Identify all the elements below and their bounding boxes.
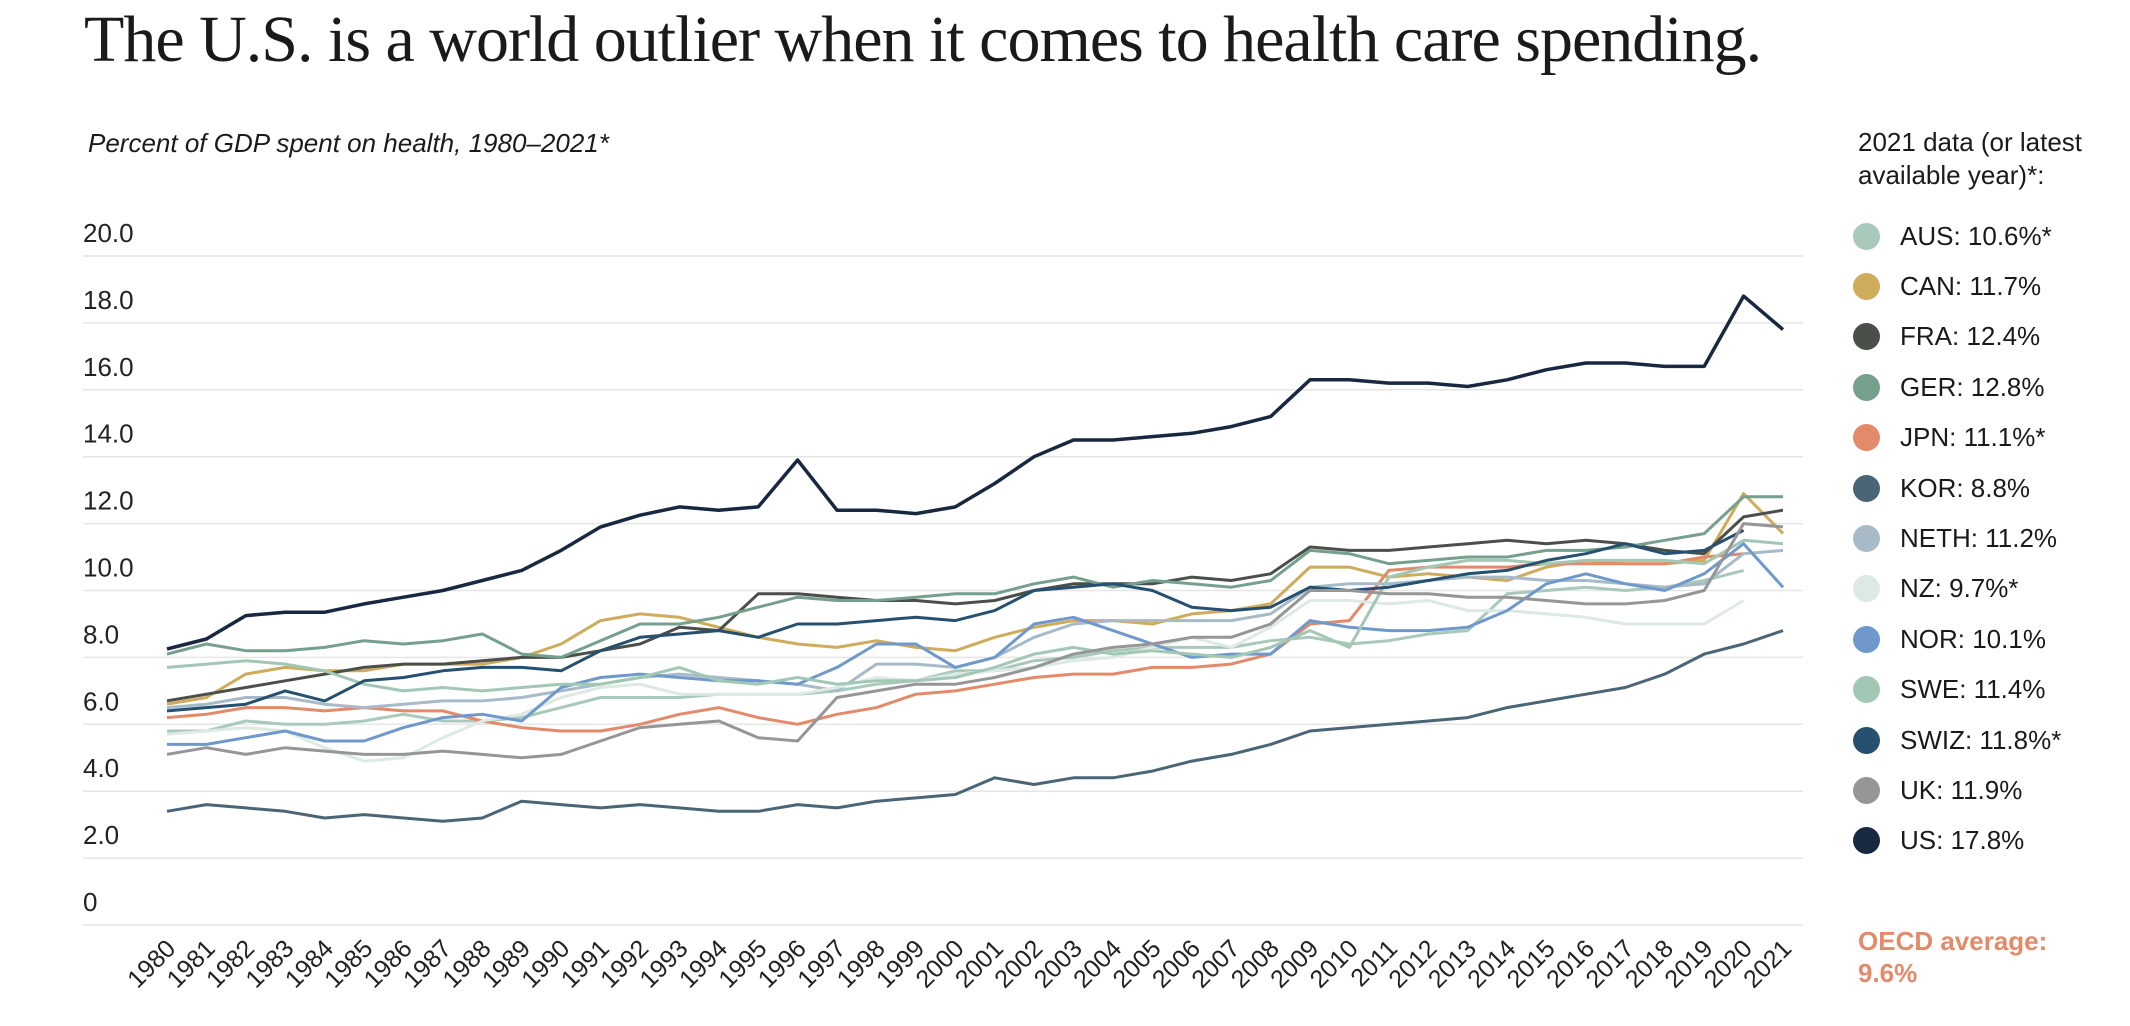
- legend-label: NETH: 11.2%: [1900, 522, 2058, 553]
- series-line-us: [166, 294, 1785, 651]
- legend-swatch-icon: [1853, 323, 1880, 351]
- legend-label: US: 17.8%: [1900, 825, 2025, 856]
- legend-item-jpn: JPN: 11.1%*: [1840, 413, 2045, 463]
- legend-label: NZ: 9.7%*: [1900, 573, 2019, 604]
- legend-item-uk: UK: 11.9%: [1840, 765, 2022, 815]
- legend-swatch-icon: [1853, 424, 1880, 452]
- x-tick-label: 2021: [1738, 934, 1797, 993]
- legend-item-nz: NZ: 9.7%*: [1840, 564, 2019, 614]
- y-tick-label: 18.0: [83, 285, 134, 315]
- legend-item-neth: NETH: 11.2%: [1840, 513, 2057, 563]
- legend-label: CAN: 11.7%: [1900, 270, 2042, 301]
- y-tick-label: 2.0: [83, 820, 119, 850]
- series-line-ger: [166, 495, 1783, 659]
- legend-title: 2021 data (or latest available year)*:: [1858, 127, 2083, 190]
- series-line-kor: [166, 629, 1784, 823]
- y-tick-label: 16.0: [83, 352, 134, 382]
- oecd-average-value: 9.6%: [1858, 958, 1918, 988]
- legend-label: SWIZ: 11.8%*: [1900, 724, 2062, 755]
- oecd-average-annotation: OECD average: 9.6%: [1858, 925, 2047, 989]
- legend-swatch-icon: [1853, 373, 1880, 401]
- legend-swatch-icon: [1853, 222, 1880, 250]
- series-line-nz: [166, 599, 1745, 763]
- chart-subtitle: Percent of GDP spent on health, 1980–202…: [88, 128, 609, 158]
- legend-item-nor: NOR: 10.1%: [1840, 614, 2046, 664]
- legend-item-fra: FRA: 12.4%: [1840, 312, 2040, 362]
- series-line-fra: [166, 508, 1784, 703]
- legend-label: GER: 12.8%: [1900, 371, 2045, 402]
- oecd-average-label: OECD average:: [1858, 926, 2048, 956]
- legend-swatch-icon: [1853, 625, 1880, 653]
- legend-label: NOR: 10.1%: [1900, 623, 2046, 654]
- legend-swatch-icon: [1853, 726, 1880, 754]
- series-line-jpn: [166, 552, 1744, 733]
- y-tick-label: 14.0: [83, 419, 134, 449]
- y-tick-label: 20.0: [83, 218, 134, 248]
- y-tick-label: 0: [83, 887, 97, 917]
- y-tick-label: 8.0: [83, 619, 119, 649]
- legend-label: JPN: 11.1%*: [1900, 422, 2046, 453]
- y-tick-label: 12.0: [83, 486, 134, 516]
- series-line-uk: [166, 522, 1784, 760]
- legend-swatch-icon: [1853, 524, 1880, 552]
- y-tick-label: 6.0: [83, 686, 119, 716]
- legend-label: AUS: 10.6%*: [1900, 220, 2052, 251]
- legend-item-ger: GER: 12.8%: [1840, 362, 2045, 412]
- legend-swatch-icon: [1853, 776, 1880, 804]
- legend-swatch-icon: [1853, 474, 1880, 502]
- legend-item-can: CAN: 11.7%: [1840, 261, 2041, 311]
- legend-swatch-icon: [1853, 272, 1880, 300]
- series-line-aus: [167, 568, 1744, 733]
- legend-swatch-icon: [1853, 676, 1880, 704]
- legend-label: SWE: 11.4%: [1900, 674, 2046, 705]
- legend-item-swiz: SWIZ: 11.8%*: [1840, 715, 2061, 765]
- y-tick-label: 10.0: [83, 553, 134, 583]
- series-line-swe: [166, 538, 1784, 693]
- legend-swatch-icon: [1853, 575, 1880, 603]
- legend-item-us: US: 17.8%: [1840, 816, 2024, 866]
- legend-item-swe: SWE: 11.4%: [1840, 665, 2045, 715]
- legend-item-kor: KOR: 8.8%: [1840, 463, 2030, 513]
- legend-label: UK: 11.9%: [1900, 774, 2023, 805]
- legend-swatch-icon: [1853, 827, 1880, 855]
- y-tick-label: 4.0: [83, 753, 119, 783]
- series-line-swiz: [166, 528, 1745, 713]
- legend-label: FRA: 12.4%: [1900, 321, 2041, 352]
- series-line-nor: [167, 542, 1785, 746]
- legend-label: KOR: 8.8%: [1900, 472, 2031, 503]
- series-line-neth: [166, 548, 1784, 710]
- chart-title: The U.S. is a world outlier when it come…: [84, 3, 1762, 76]
- legend-item-aus: AUS: 10.6%*: [1840, 211, 2052, 261]
